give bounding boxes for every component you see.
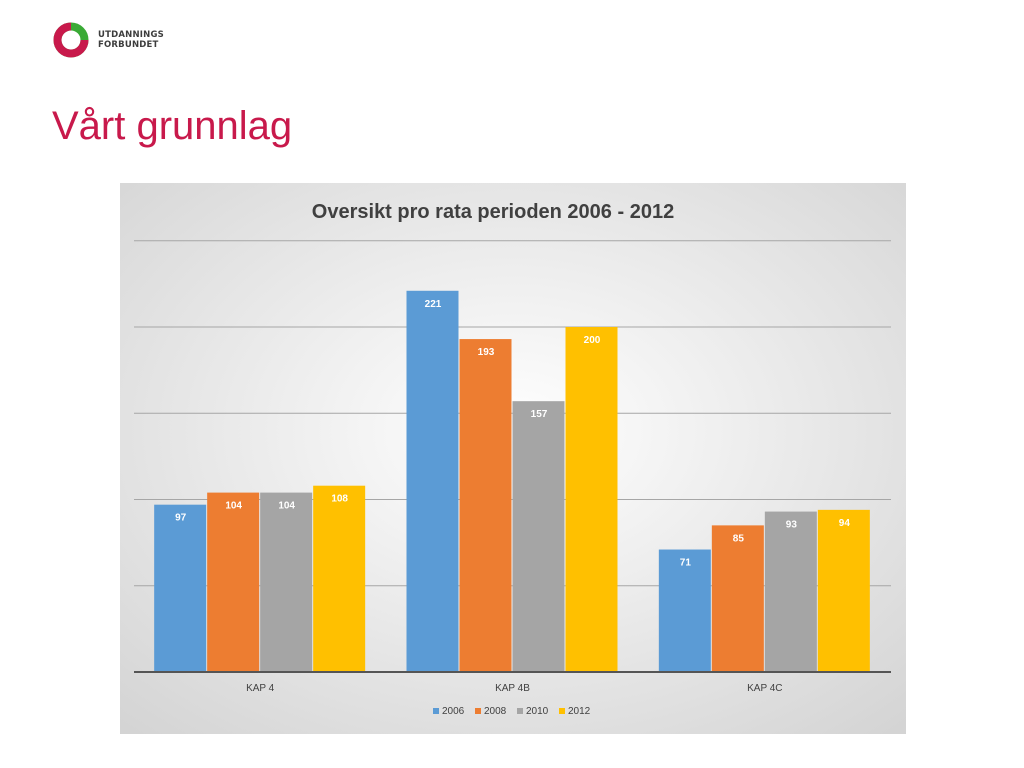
- bar: [260, 492, 313, 672]
- legend-swatch: [517, 708, 523, 714]
- data-label: 85: [733, 533, 745, 544]
- legend-swatch: [433, 708, 439, 714]
- logo-wordmark: UTDANNINGS FORBUNDET: [98, 30, 164, 50]
- logo-line-1: UTDANNINGS: [98, 30, 164, 40]
- chart-title: Oversikt pro rata perioden 2006 - 2012: [312, 201, 674, 223]
- bar: [406, 290, 459, 672]
- legend-label: 2008: [484, 706, 507, 717]
- data-label: 200: [584, 335, 601, 346]
- bar: [154, 504, 207, 672]
- legend-label: 2012: [568, 706, 591, 717]
- data-label: 93: [786, 520, 798, 531]
- legend-swatch: [559, 708, 565, 714]
- data-label: 104: [278, 501, 295, 512]
- legend-label: 2006: [442, 706, 465, 717]
- data-label: 97: [175, 513, 187, 524]
- data-label: 104: [225, 501, 242, 512]
- x-tick-label: KAP 4: [246, 683, 275, 694]
- legend-label: 2010: [526, 706, 549, 717]
- bar: [658, 549, 711, 672]
- x-tick-label: KAP 4B: [495, 683, 530, 694]
- chart-image: Oversikt pro rata perioden 2006 - 2012 9…: [120, 183, 906, 734]
- bar: [817, 509, 870, 672]
- bar: [459, 339, 512, 672]
- data-label: 71: [680, 558, 692, 569]
- logo-ring-icon: [53, 22, 89, 58]
- data-label: 94: [839, 518, 851, 529]
- bar: [313, 485, 366, 672]
- logo: UTDANNINGS FORBUNDET: [52, 21, 164, 59]
- bar: [207, 492, 260, 672]
- data-label: 108: [331, 494, 348, 505]
- legend-swatch: [475, 708, 481, 714]
- page-title: Vårt grunnlag: [52, 104, 293, 148]
- x-tick-label: KAP 4C: [747, 683, 782, 694]
- bar-chart: Oversikt pro rata perioden 2006 - 2012 9…: [120, 183, 906, 734]
- data-label: 221: [425, 299, 442, 310]
- logo-line-2: FORBUNDET: [98, 40, 159, 50]
- data-label: 193: [478, 347, 495, 358]
- data-label: 157: [531, 409, 548, 420]
- bar: [512, 401, 565, 672]
- bar: [711, 525, 764, 672]
- bar: [565, 327, 618, 672]
- bar: [764, 511, 817, 672]
